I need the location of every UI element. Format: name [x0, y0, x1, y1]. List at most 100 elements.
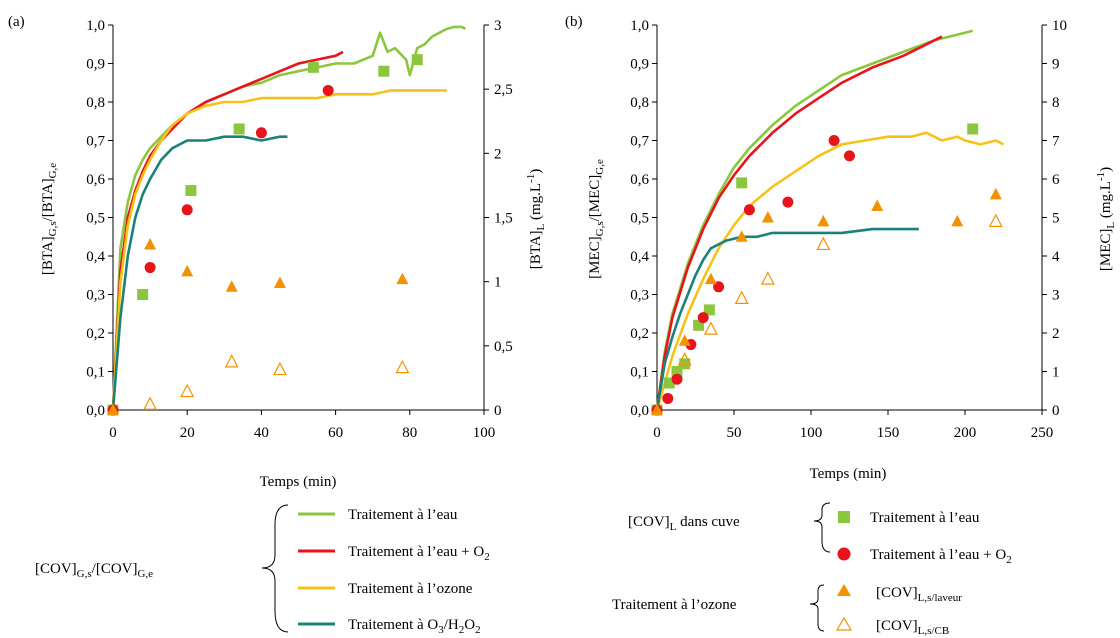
panel-b-marker-ozone-triangle-open: [677, 352, 692, 366]
panel-b-marker-eau-square: [967, 123, 979, 135]
legend-marker-circle: [837, 547, 851, 561]
panel-a-marker-ozone-triangle-open: [272, 361, 287, 376]
panel-a-marker-ozone-triangle-open: [180, 383, 195, 398]
panel-a-marker-ozone-triangle: [225, 280, 238, 292]
panel-a-ytick-right-label: 1,5: [494, 211, 513, 227]
panel-b-marker-eau-square: [693, 319, 705, 331]
panel-a-line-eau: [111, 25, 467, 411]
panel-a-ytick-left-label: 0,9: [86, 57, 105, 73]
panel-b-ylabel-left: [MEC]G,s/[MEC]G,e: [587, 159, 606, 279]
panel-b-marker-eau-square: [679, 358, 691, 370]
panel-b-marker-eau-square: [736, 177, 748, 189]
panel-a-label: (a): [8, 14, 25, 30]
panel-b-marker-eau-square: [663, 377, 675, 389]
panel-b-marker-ozone-triangle: [761, 211, 774, 223]
panel-a-marker-ozone-triangle: [107, 403, 119, 415]
panel-a-ytick-left-label: 0,6: [86, 172, 105, 188]
panel-b-ytick-left-label: 0,4: [630, 249, 649, 265]
legend-gas-brace: [261, 504, 289, 633]
legend-marker-square: [838, 511, 850, 523]
panel-b-ytick-left-label: 0,0: [630, 403, 649, 419]
panel-a-xtick-label: 0: [109, 425, 117, 441]
panel-b-marker-ozone-triangle-open: [760, 271, 775, 285]
panel-a-ytick-left-label: 0,8: [86, 95, 105, 111]
panel-a-ytick-left-label: 0,7: [86, 134, 105, 150]
panel-a-marker-eau_o2-circle: [181, 204, 193, 216]
panel-a-line-o3h2o2: [111, 135, 288, 411]
panel-a-ytick-left-label: 0,1: [86, 365, 105, 381]
panel-a-ytick-right-label: 0,5: [494, 339, 513, 355]
panel-a-ytick-left-label: 0,3: [86, 288, 105, 304]
panel-b-ylabel-right: [MEC]L (mg.L-1): [1095, 167, 1117, 271]
panel-a-ytick-left-label: 0,4: [86, 249, 105, 265]
panel-b-marker-ozone-triangle: [817, 214, 830, 227]
panel-b-line-eau: [655, 29, 974, 411]
panel-a-xlabel: Temps (min): [260, 474, 337, 490]
panel-a-line-ozone: [111, 89, 447, 411]
panel-b-ytick-left-label: 0,3: [630, 288, 649, 304]
panel-a-marker-eau_o2-circle: [322, 84, 334, 96]
panel-b-ytick-left-label: 0,8: [630, 95, 649, 111]
panel-a-marker-eau-square: [378, 65, 390, 77]
panel-b-ytick-right-label: 7: [1052, 134, 1060, 150]
panel-b-ytick-left-label: 0,7: [630, 134, 649, 150]
panel-b-marker-eau_o2-circle: [671, 373, 683, 385]
panel-b-ytick-left-label: 0,6: [630, 172, 649, 188]
panel-a-marker-ozone-triangle: [396, 272, 409, 285]
legend-ozone-label: Traitement à l’ozone: [612, 597, 737, 613]
panel-b-marker-ozone-triangle: [951, 214, 964, 227]
panel-a-ytick-left-label: 0,2: [86, 326, 105, 342]
panel-b-xtick-label: 250: [1031, 425, 1054, 441]
panel-a-xtick-label: 40: [254, 425, 269, 441]
legend-text-eau: Traitement à l’eau: [348, 507, 458, 523]
legend-gas-lines: [COV]G,s/[COV]G,e Traitement à l’eau Tra…: [35, 504, 490, 636]
panel-b-ytick-right-label: 1: [1052, 365, 1060, 381]
panel-a-ytick-left-label: 0,5: [86, 211, 105, 227]
panel-b-marker-ozone-triangle: [989, 187, 1002, 200]
panel-b: (b) 0,0 0,1 0,2 0,3 0,4 0,5 0,6 0,7 0,8 0,9 1,0 0 1 2…: [565, 14, 1117, 482]
panel-b-marker-eau_o2-circle: [662, 392, 674, 404]
legend-liquid-markers: [COV]L dans cuve Traitement à l’eau Trai…: [612, 502, 1012, 637]
panel-b-ytick-left-label: 1,0: [630, 18, 649, 34]
panel-b-marker-ozone-triangle: [704, 272, 717, 285]
panel-b-marker-eau_o2-circle: [782, 196, 794, 208]
panel-b-xtick-label: 50: [727, 425, 742, 441]
panel-b-marker-ozone-triangle-open: [816, 236, 831, 251]
panel-a-ylabel-left: [BTA]G,s/[BTA]G,e: [40, 163, 59, 275]
panel-a-xtick-label: 20: [180, 425, 195, 441]
panel-b-ytick-right-label: 5: [1052, 211, 1060, 227]
panel-b-xtick-label: 150: [877, 425, 900, 441]
panel-b-ytick-right-label: 6: [1052, 172, 1060, 188]
panel-b-line-ozone: [655, 131, 1005, 411]
panel-a-xtick-label: 60: [328, 425, 343, 441]
panel-a-line-eau_o2: [111, 50, 344, 411]
legend-marker-triangle-open: [835, 616, 853, 631]
panel-b-marker-ozone-triangle: [735, 230, 748, 242]
panel-b-line-eau_o2: [655, 35, 943, 411]
panel-b-xtick-label: 200: [954, 425, 977, 441]
panel-a-marker-eau_o2-circle: [144, 262, 156, 274]
panel-b-marker-ozone-triangle: [678, 334, 691, 346]
panel-a: (a) 0,0 0,1 0,2 0,3 0,4 0,5 0,6 0,7 0,8 0,9 1,0 0 0,…: [8, 14, 547, 490]
panel-b-ytick-left-label: 0,5: [630, 211, 649, 227]
panel-a-ytick-right-label: 0: [494, 403, 502, 419]
panel-b-line-o3h2o2: [655, 227, 919, 411]
panel-b-ytick-left-label: 0,9: [630, 57, 649, 73]
legend-text-cuve-eau-o2: Traitement à l’eau + O2: [870, 547, 1012, 566]
panel-a-marker-eau-square: [307, 61, 319, 73]
panel-b-plot: 0,0 0,1 0,2 0,3 0,4 0,5 0,6 0,7 0,8 0,9 1,0 0 1 2 3 4 5 6…: [630, 18, 1067, 441]
panel-b-marker-ozone-triangle-open: [703, 321, 718, 335]
panel-b-label: (b): [565, 14, 583, 30]
legend-cuve-brace: [813, 502, 831, 553]
panel-b-ytick-right-label: 2: [1052, 326, 1060, 342]
panel-a-ytick-left-label: 0,0: [86, 403, 105, 419]
panel-a-marker-ozone-triangle-open: [395, 359, 410, 374]
panel-a-marker-eau_o2-circle: [255, 127, 267, 139]
panel-b-ytick-right-label: 3: [1052, 288, 1060, 304]
panel-b-ytick-right-label: 0: [1052, 403, 1060, 419]
panel-a-marker-ozone-triangle-open: [224, 354, 239, 368]
panel-b-ytick-right-label: 4: [1052, 249, 1060, 265]
panel-a-ytick-left-label: 1,0: [86, 18, 105, 34]
panel-a-ytick-right-label: 3: [494, 18, 502, 34]
